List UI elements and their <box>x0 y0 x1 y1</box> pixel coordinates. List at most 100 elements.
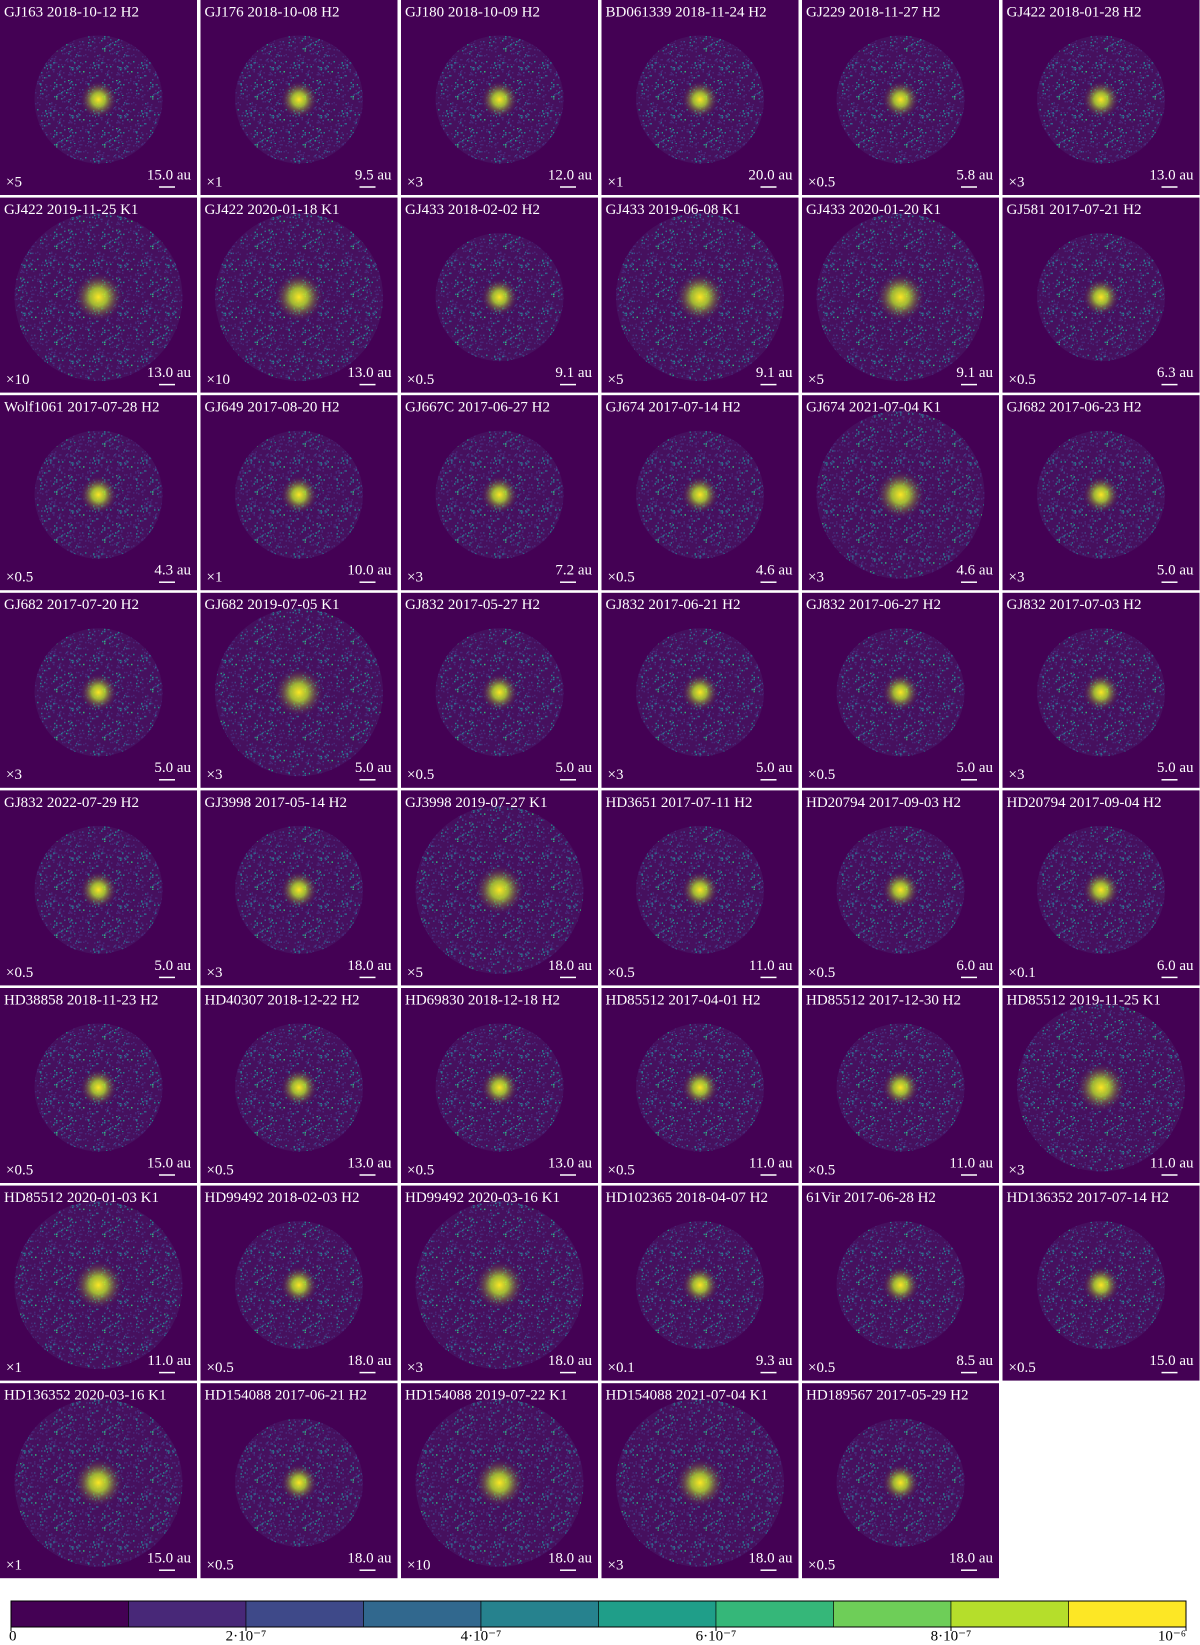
panel-title: HD102365 2018-04-07 H2 <box>606 1190 769 1206</box>
panel-factor: ×0.5 <box>808 1162 835 1178</box>
panel: 61Vir 2017-06-28 H2 ×0.5 8.5 au <box>802 1185 999 1381</box>
panel-factor: ×3 <box>1009 767 1025 783</box>
scale-label: 5.0 au <box>1157 563 1194 579</box>
scale-label: 13.0 au <box>548 1155 593 1171</box>
panel-factor: ×0.1 <box>1009 965 1036 981</box>
panel-title: HD20794 2017-09-04 H2 <box>1007 795 1162 811</box>
scale-label: 5.0 au <box>154 958 191 974</box>
image-core <box>680 673 720 712</box>
panel-factor: ×5 <box>6 174 22 190</box>
panel-title: GJ433 2018-02-02 H2 <box>405 202 540 218</box>
image-core <box>279 870 319 910</box>
panel-title: GJ682 2017-07-20 H2 <box>4 597 139 613</box>
scale-label: 7.2 au <box>555 563 592 579</box>
scale-label: 12.0 au <box>548 167 593 183</box>
panel-title: GJ649 2017-08-20 H2 <box>205 400 340 416</box>
panel: GJ682 2019-07-05 K1 ×3 5.0 au <box>200 592 398 788</box>
panel-title: HD136352 2017-07-14 H2 <box>1007 1190 1170 1206</box>
panel-title: GJ422 2019-11-25 K1 <box>4 202 138 218</box>
image-core <box>79 80 118 119</box>
image-core <box>881 1068 920 1107</box>
panel-title: GJ3998 2019-07-27 K1 <box>405 795 548 811</box>
panel-factor: ×3 <box>608 1558 624 1574</box>
scale-label: 6.0 au <box>956 958 993 974</box>
panel: HD189567 2017-05-29 H2 ×0.5 18.0 au <box>802 1383 999 1579</box>
scale-label: 15.0 au <box>147 1155 192 1171</box>
scale-label: 6.0 au <box>1157 958 1194 974</box>
panel: HD99492 2018-02-03 H2 ×0.5 18.0 au <box>200 1185 398 1381</box>
image-core <box>480 673 519 712</box>
scale-label: 5.0 au <box>154 760 191 776</box>
panel-factor: ×0.5 <box>608 965 635 981</box>
panel-title: GJ667C 2017-06-27 H2 <box>405 400 550 416</box>
panel: HD85512 2019-11-25 K1 ×3 11.0 au <box>1002 988 1200 1183</box>
panel-title: GJ581 2017-07-21 H2 <box>1007 202 1142 218</box>
panel-factor: ×0.5 <box>207 1558 234 1574</box>
panel: GJ649 2017-08-20 H2 ×1 10.0 au <box>200 395 398 591</box>
panel-title: GJ422 2020-01-18 K1 <box>205 202 340 218</box>
panel-title: BD061339 2018-11-24 H2 <box>606 4 767 20</box>
colorbar-tick-label: 4·10⁻⁷ <box>461 1628 502 1644</box>
panel-factor: ×5 <box>407 965 423 981</box>
panel: GJ433 2018-02-02 H2 ×0.5 9.1 au <box>401 197 598 393</box>
image-core <box>480 80 519 119</box>
panel-title: HD85512 2017-04-01 H2 <box>606 992 761 1008</box>
scale-label: 18.0 au <box>548 1353 593 1369</box>
panel-factor: ×0.5 <box>407 372 434 388</box>
scale-label: 4.6 au <box>956 563 993 579</box>
image-core <box>881 1265 920 1305</box>
panel: HD3651 2017-07-11 H2 ×0.5 11.0 au <box>601 790 799 986</box>
image-core <box>680 870 720 910</box>
scale-label: 9.5 au <box>355 167 392 183</box>
panel: GJ176 2018-10-08 H2 ×1 9.5 au <box>200 0 398 195</box>
scale-label: 5.8 au <box>956 167 993 183</box>
colorbar-segment <box>128 1600 247 1628</box>
scale-label: 9.1 au <box>555 365 592 381</box>
panel-factor: ×3 <box>608 767 624 783</box>
image-core <box>279 1463 319 1502</box>
scale-label: 11.0 au <box>1150 1155 1194 1171</box>
scale-label: 5.0 au <box>756 760 793 776</box>
colorbar-tick-label: 10⁻⁶ <box>1158 1628 1186 1644</box>
panel: HD136352 2017-07-14 H2 ×0.5 15.0 au <box>1002 1185 1200 1381</box>
panel-title: GJ682 2019-07-05 K1 <box>205 597 340 613</box>
image-core <box>73 1457 124 1508</box>
image-core <box>674 1457 726 1508</box>
panel-factor: ×0.5 <box>207 1360 234 1376</box>
panel: GJ163 2018-10-12 H2 ×5 15.0 au <box>0 0 197 195</box>
panel: GJ832 2017-05-27 H2 ×0.5 5.0 au <box>401 592 598 788</box>
panel: HD154088 2021-07-04 K1 ×3 18.0 au <box>601 1383 799 1579</box>
image-core <box>73 1259 124 1311</box>
scale-label: 8.5 au <box>956 1353 993 1369</box>
panel-factor: ×5 <box>608 372 624 388</box>
panel: GJ674 2017-07-14 H2 ×0.5 4.6 au <box>601 395 799 591</box>
panel-title: GJ433 2020-01-20 K1 <box>806 202 941 218</box>
scale-label: 4.6 au <box>756 563 793 579</box>
scale-label: 18.0 au <box>748 1551 793 1567</box>
panel-title: GJ674 2021-07-04 K1 <box>806 400 941 416</box>
colorbar-segment <box>598 1600 717 1628</box>
scale-label: 13.0 au <box>347 1155 392 1171</box>
panel-factor: ×1 <box>608 174 624 190</box>
scale-label: 11.0 au <box>749 1155 793 1171</box>
panel-title: HD40307 2018-12-22 H2 <box>205 992 360 1008</box>
panel-title: GJ832 2017-05-27 H2 <box>405 597 540 613</box>
image-core <box>1081 475 1121 514</box>
scale-label: 15.0 au <box>147 167 192 183</box>
image-core <box>480 475 519 514</box>
panel-factor: ×0.5 <box>808 174 835 190</box>
colorbar-segment <box>833 1600 952 1628</box>
scale-label: 11.0 au <box>147 1353 191 1369</box>
panel-title: GJ832 2017-06-27 H2 <box>806 597 941 613</box>
panel-title: HD85512 2019-11-25 K1 <box>1007 992 1161 1008</box>
scale-label: 18.0 au <box>347 1353 392 1369</box>
panel: HD20794 2017-09-04 H2 ×0.1 6.0 au <box>1002 790 1200 986</box>
panel: Wolf1061 2017-07-28 H2 ×0.5 4.3 au <box>0 395 197 591</box>
scale-label: 9.1 au <box>756 365 793 381</box>
panel: HD38858 2018-11-23 H2 ×0.5 15.0 au <box>0 988 197 1183</box>
panel-title: GJ832 2017-07-03 H2 <box>1007 597 1142 613</box>
image-core <box>881 1463 920 1502</box>
image-core <box>881 870 920 910</box>
panel: GJ3998 2019-07-27 K1 ×5 18.0 au <box>401 790 598 986</box>
